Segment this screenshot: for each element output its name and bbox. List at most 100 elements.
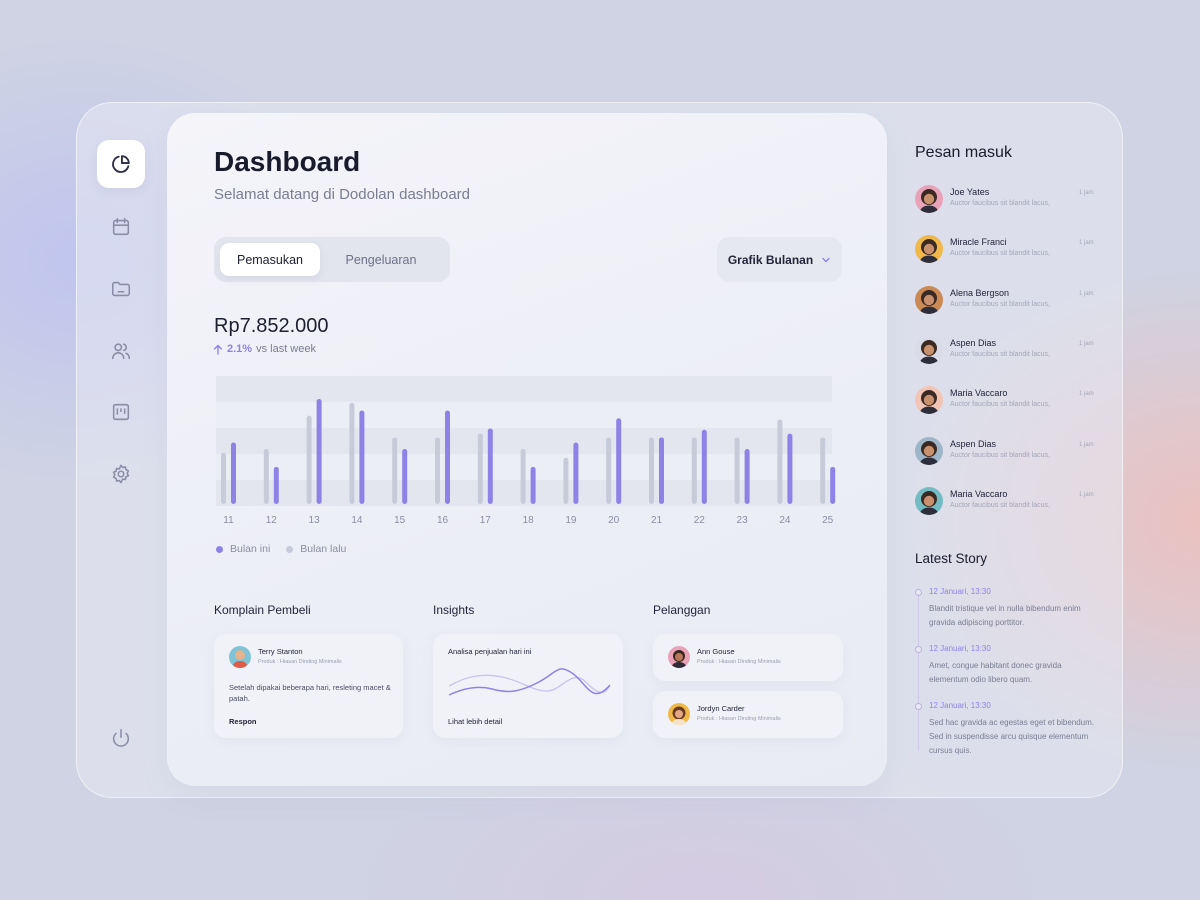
message-item[interactable]: Joe Yates Auctor faucibus sit blandit lac… (915, 185, 1095, 215)
customer-name: Jordyn Carder (697, 704, 745, 713)
x-tick-label: 23 (737, 515, 749, 526)
folder-icon (111, 281, 131, 297)
arrow-up-icon (213, 344, 223, 355)
bar-this-month[interactable] (830, 466, 836, 504)
bar-last-month[interactable] (435, 437, 440, 504)
story-timeline-line (918, 591, 919, 751)
message-item[interactable]: Miracle Franci Auctor faucibus sit blandi… (915, 235, 1095, 265)
story-date: 12 Januari, 13:30 (929, 587, 991, 596)
bar-last-month[interactable] (392, 437, 398, 504)
bar-last-month[interactable] (691, 437, 697, 504)
story-dot (915, 589, 922, 596)
story-item[interactable]: 12 Januari, 13:30 Amet, congue habitant d… (929, 644, 1099, 687)
dropdown-label: Grafik Bulanan (727, 252, 814, 267)
legend-dot (216, 545, 223, 553)
bar-this-month[interactable] (359, 410, 365, 504)
income-bar-chart: 11 12 13 14 15 16 17 18 19 20 21 22 23 24 25 (216, 376, 836, 526)
nav-dashboard-button[interactable] (97, 140, 145, 188)
story-text: Sed hac gravida ac egestas eget et biben… (929, 718, 1094, 755)
complaint-card[interactable]: Terry Stanton Produk : Hiasan Dinding Mi… (214, 634, 403, 738)
pie-chart-icon (112, 155, 130, 173)
story-date: 12 Januari, 13:30 (929, 701, 991, 710)
bar-this-month[interactable] (273, 466, 279, 504)
main-panel: Dashboard Selamat datang di Dodolan dash… (167, 113, 887, 786)
bar-last-month[interactable] (777, 419, 783, 504)
legend-label: Bulan lalu (300, 543, 347, 555)
message-item[interactable]: Aspen Dias Auctor faucibus sit blandit la… (915, 436, 1095, 467)
complaint-message: Setelah dipakai beberapa hari, resleting… (229, 683, 391, 703)
bar-this-month[interactable] (787, 433, 793, 504)
bar-last-month[interactable] (349, 402, 355, 504)
bar-this-month[interactable] (573, 442, 579, 504)
story-date: 12 Januari, 13:30 (929, 644, 991, 653)
bar-last-month[interactable] (263, 448, 269, 504)
message-sender: Miracle Franci (950, 237, 1007, 248)
bar-last-month[interactable] (606, 437, 612, 504)
message-item[interactable]: Maria Vaccaro Auctor faucibus sit blandit… (915, 386, 1095, 416)
message-preview: Auctor faucibus sit blandit lacus, (950, 300, 1050, 308)
tab-pemasukan[interactable]: Pemasukan (220, 243, 320, 276)
bar-this-month[interactable] (402, 448, 408, 504)
x-tick-label: 11 (223, 515, 234, 526)
story-item[interactable]: 12 Januari, 13:30 Sed hac gravida ac eges… (929, 701, 1099, 758)
x-tick-label: 19 (565, 515, 577, 526)
bar-last-month[interactable] (563, 457, 569, 504)
x-tick-label: 13 (309, 515, 321, 526)
message-preview: Auctor faucibus sit blandit lacus, (950, 200, 1050, 207)
bar-this-month[interactable] (445, 410, 450, 504)
chart-legend: Bulan ini Bulan lalu (216, 543, 346, 555)
period-dropdown[interactable]: Grafik Bulanan (717, 237, 842, 282)
avatar (915, 185, 943, 213)
bar-this-month[interactable] (701, 429, 707, 504)
bar-last-month[interactable] (520, 448, 526, 504)
message-item[interactable]: Aspen Dias Auctor faucibus sit blandit la… (915, 335, 1095, 366)
bar-last-month[interactable] (734, 437, 740, 504)
bar-this-month[interactable] (487, 428, 493, 504)
bar-last-month[interactable] (820, 437, 826, 504)
bar-this-month[interactable] (231, 442, 236, 504)
bar-last-month[interactable] (649, 437, 654, 504)
bar-this-month[interactable] (316, 399, 322, 504)
bar-last-month[interactable] (221, 452, 226, 504)
nav-board-button[interactable] (97, 388, 145, 436)
message-item[interactable]: Maria Vaccaro Auctor faucibus sit blandit… (915, 486, 1095, 517)
avatar (229, 646, 251, 668)
x-tick-label: 22 (694, 515, 706, 526)
story-dot (915, 646, 922, 653)
change-indicator: 2.1% vs last week (213, 343, 316, 355)
bar-last-month[interactable] (477, 433, 483, 504)
insights-detail-link[interactable]: Lihat lebih detail (448, 717, 503, 726)
bar-this-month[interactable] (744, 448, 750, 504)
bar-this-month[interactable] (616, 418, 622, 504)
message-item[interactable]: Alena Bergson Auctor faucibus sit blandit… (915, 285, 1095, 316)
bar-this-month[interactable] (659, 437, 664, 504)
nav-calendar-button[interactable] (97, 203, 145, 251)
page-title: Dashboard (214, 146, 361, 177)
story-item[interactable]: 12 Januari, 13:30 Blandit tristique vel i… (929, 587, 1099, 630)
sales-trend-sparkline (448, 668, 611, 696)
message-sender: Maria Vaccaro (950, 388, 1008, 399)
change-percent: 2.1% (227, 343, 253, 355)
customers-title: Pelanggan (653, 603, 711, 617)
insights-card[interactable]: Analisa penjualan hari ini Lihat lebih d… (433, 634, 623, 738)
bar-last-month[interactable] (306, 415, 312, 504)
tab-pengeluaran[interactable]: Pengeluaran (345, 252, 417, 267)
customer-product: Produk : Hiasan Dinding Minimalis (697, 659, 781, 665)
avatar (915, 335, 943, 364)
nav-users-button[interactable] (97, 327, 145, 375)
x-tick-label: 12 (266, 515, 278, 526)
customer-card[interactable]: Ann Gouse Produk : Hiasan Dinding Minima… (653, 634, 843, 681)
message-sender: Aspen Dias (950, 438, 997, 449)
nav-folder-button[interactable] (97, 265, 145, 313)
message-time: 1 jam (1079, 290, 1094, 297)
customer-card[interactable]: Jordyn Carder Produk : Hiasan Dinding Mi… (653, 691, 843, 738)
chart-grid-band (216, 376, 832, 402)
respond-link[interactable]: Respon (229, 717, 257, 726)
gear-icon (112, 464, 130, 484)
logout-button[interactable] (97, 714, 145, 762)
complaint-name: Terry Stanton (258, 647, 303, 656)
x-tick-label: 17 (480, 515, 492, 526)
bar-this-month[interactable] (530, 466, 536, 504)
nav-settings-button[interactable] (97, 450, 145, 498)
complaint-product: Produk : Hiasan Dinding Minimalis (258, 659, 342, 665)
